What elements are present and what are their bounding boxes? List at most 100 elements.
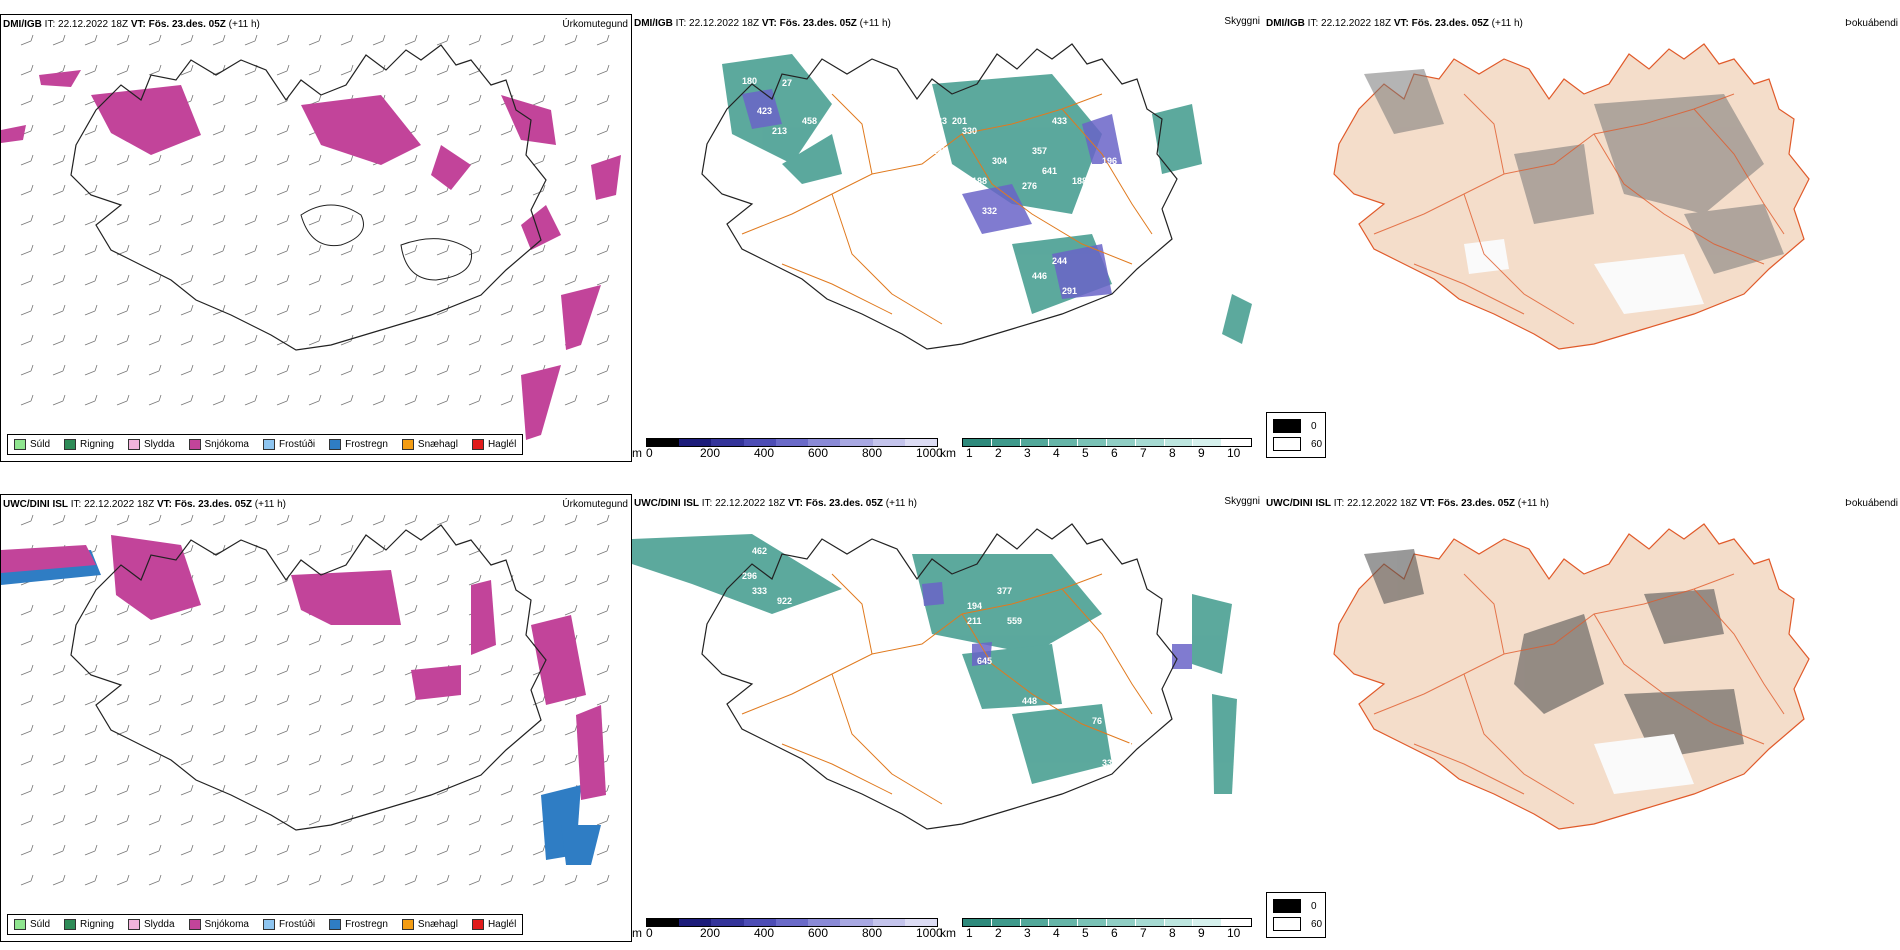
wind-barb: [404, 844, 418, 856]
wind-barb: [468, 334, 482, 346]
km-colorbar: [962, 438, 1252, 447]
wind-barb: [500, 334, 514, 346]
wind-barb: [372, 364, 386, 376]
wind-barb: [500, 814, 514, 826]
wind-barb: [308, 724, 322, 736]
wind-barb: [212, 274, 226, 286]
wind-barb: [340, 724, 354, 736]
wind-barb: [52, 844, 66, 856]
wind-barb: [308, 694, 322, 706]
wind-barb: [212, 334, 226, 346]
wind-barb: [308, 334, 322, 346]
wind-barb: [500, 604, 514, 616]
run-info: IT: 22.12.2022 18Z: [41, 19, 131, 30]
wind-barb: [340, 64, 354, 76]
legend-swatch: [401, 439, 414, 450]
wind-barb: [340, 214, 354, 226]
wind-barb: [212, 154, 226, 166]
legend-swatch: [127, 439, 140, 450]
wind-barb: [564, 34, 578, 46]
wind-barb: [20, 514, 34, 526]
wind-barb: [116, 874, 130, 886]
wind-barb: [596, 334, 610, 346]
wind-barb: [564, 154, 578, 166]
legend-swatch: [401, 919, 414, 930]
wind-barb: [532, 154, 546, 166]
coastline: [701, 523, 1178, 830]
wind-barb: [436, 814, 450, 826]
wind-barb: [404, 694, 418, 706]
panel-header: UWC/DINI ISL IT: 22.12.2022 18Z VT: Fös.…: [1266, 498, 1549, 509]
km-tick-label: 10: [1227, 446, 1241, 460]
wind-barb: [84, 244, 98, 256]
colorbar-cell: [808, 439, 841, 446]
wind-barb: [244, 244, 258, 256]
visibility-value-label: 922: [777, 596, 792, 606]
wind-barb: [468, 784, 482, 796]
legend-label: Frostregn: [345, 919, 388, 930]
meter-tick-label: 400: [754, 446, 775, 460]
visibility-value-label: 276: [1022, 181, 1037, 191]
wind-barb: [52, 34, 66, 46]
wind-barb: [212, 514, 226, 526]
visibility-value-label: 357: [1032, 146, 1047, 156]
wind-barb: [500, 34, 514, 46]
wind-barb: [340, 304, 354, 316]
wind-barb: [276, 694, 290, 706]
colorbar-cell: [1135, 919, 1165, 926]
wind-barb: [212, 664, 226, 676]
wind-barb: [308, 184, 322, 196]
visibility-value-label: 260: [937, 726, 952, 736]
model-label: DMI/IGB: [3, 19, 42, 30]
wind-barb: [564, 274, 578, 286]
legend-swatch: [14, 919, 26, 930]
wind-barb: [148, 334, 162, 346]
wind-barb: [244, 514, 258, 526]
wind-barb: [500, 514, 514, 526]
wind-barb: [20, 784, 34, 796]
run-info: IT: 22.12.2022 18Z: [672, 18, 762, 29]
wind-barb: [52, 694, 66, 706]
wind-barb: [436, 634, 450, 646]
wind-barb: [244, 334, 258, 346]
wind-barb: [20, 94, 34, 106]
wind-barb: [532, 34, 546, 46]
visibility-value-label: 164: [1122, 246, 1137, 256]
wind-barb: [596, 124, 610, 136]
wind-barb: [500, 124, 514, 136]
run-info: IT: 22.12.2022 18Z: [1331, 498, 1420, 509]
wind-barb: [180, 814, 194, 826]
wind-barb: [564, 364, 578, 376]
wind-barb: [340, 364, 354, 376]
wind-barb: [276, 364, 290, 376]
precip-legend-item: Snjókoma: [188, 439, 249, 450]
colorbar-cell: [1020, 439, 1050, 446]
colorbar-cell: [1135, 439, 1165, 446]
km-unit: km: [940, 446, 956, 460]
wind-barb: [308, 154, 322, 166]
visibility-value-label: 299: [1092, 216, 1107, 226]
meter-tick-label: 600: [808, 926, 829, 940]
wind-barb: [404, 274, 418, 286]
km-tick-label: 5: [1082, 926, 1089, 940]
precip-map: [1, 34, 621, 440]
km-tick-label: 7: [1140, 926, 1147, 940]
wind-barb: [404, 304, 418, 316]
wind-barb: [20, 604, 34, 616]
wind-barb: [372, 274, 386, 286]
wind-barb: [148, 214, 162, 226]
visibility-teal-areas: [632, 534, 1237, 794]
wind-barb: [116, 634, 130, 646]
wind-barb: [212, 694, 226, 706]
visibility-value-label: 487: [1152, 666, 1167, 676]
coastline: [701, 43, 1178, 350]
colorbar-cell: [1193, 439, 1223, 446]
wind-barb: [372, 334, 386, 346]
wind-barb: [84, 874, 98, 886]
wind-barb: [308, 784, 322, 796]
wind-barb: [404, 604, 418, 616]
wind-barb: [244, 274, 258, 286]
wind-barb: [468, 94, 482, 106]
legend-swatch: [64, 919, 77, 930]
meter-tick-label: 200: [700, 446, 721, 460]
